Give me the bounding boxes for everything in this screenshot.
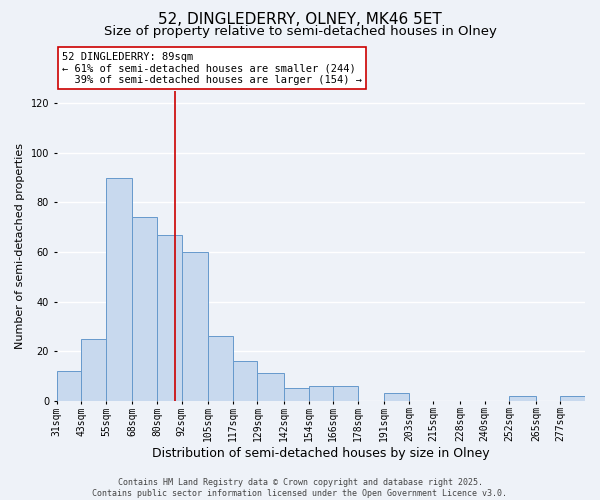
Bar [385, 393, 409, 400]
Bar [182, 252, 208, 400]
Bar [208, 336, 233, 400]
Bar [284, 388, 308, 400]
Bar [81, 338, 106, 400]
Text: 52 DINGLEDERRY: 89sqm
← 61% of semi-detached houses are smaller (244)
  39% of s: 52 DINGLEDERRY: 89sqm ← 61% of semi-deta… [62, 52, 362, 84]
Bar [560, 396, 585, 400]
Bar [56, 371, 81, 400]
Bar [333, 386, 358, 400]
Y-axis label: Number of semi-detached properties: Number of semi-detached properties [15, 143, 25, 349]
Bar [308, 386, 333, 400]
Text: Contains HM Land Registry data © Crown copyright and database right 2025.
Contai: Contains HM Land Registry data © Crown c… [92, 478, 508, 498]
Bar [233, 361, 257, 401]
Bar [106, 178, 133, 400]
Bar [157, 234, 182, 400]
Bar [133, 218, 157, 400]
Bar [257, 374, 284, 400]
Text: 52, DINGLEDERRY, OLNEY, MK46 5ET: 52, DINGLEDERRY, OLNEY, MK46 5ET [158, 12, 442, 28]
X-axis label: Distribution of semi-detached houses by size in Olney: Distribution of semi-detached houses by … [152, 447, 490, 460]
Bar [509, 396, 536, 400]
Text: Size of property relative to semi-detached houses in Olney: Size of property relative to semi-detach… [104, 25, 496, 38]
